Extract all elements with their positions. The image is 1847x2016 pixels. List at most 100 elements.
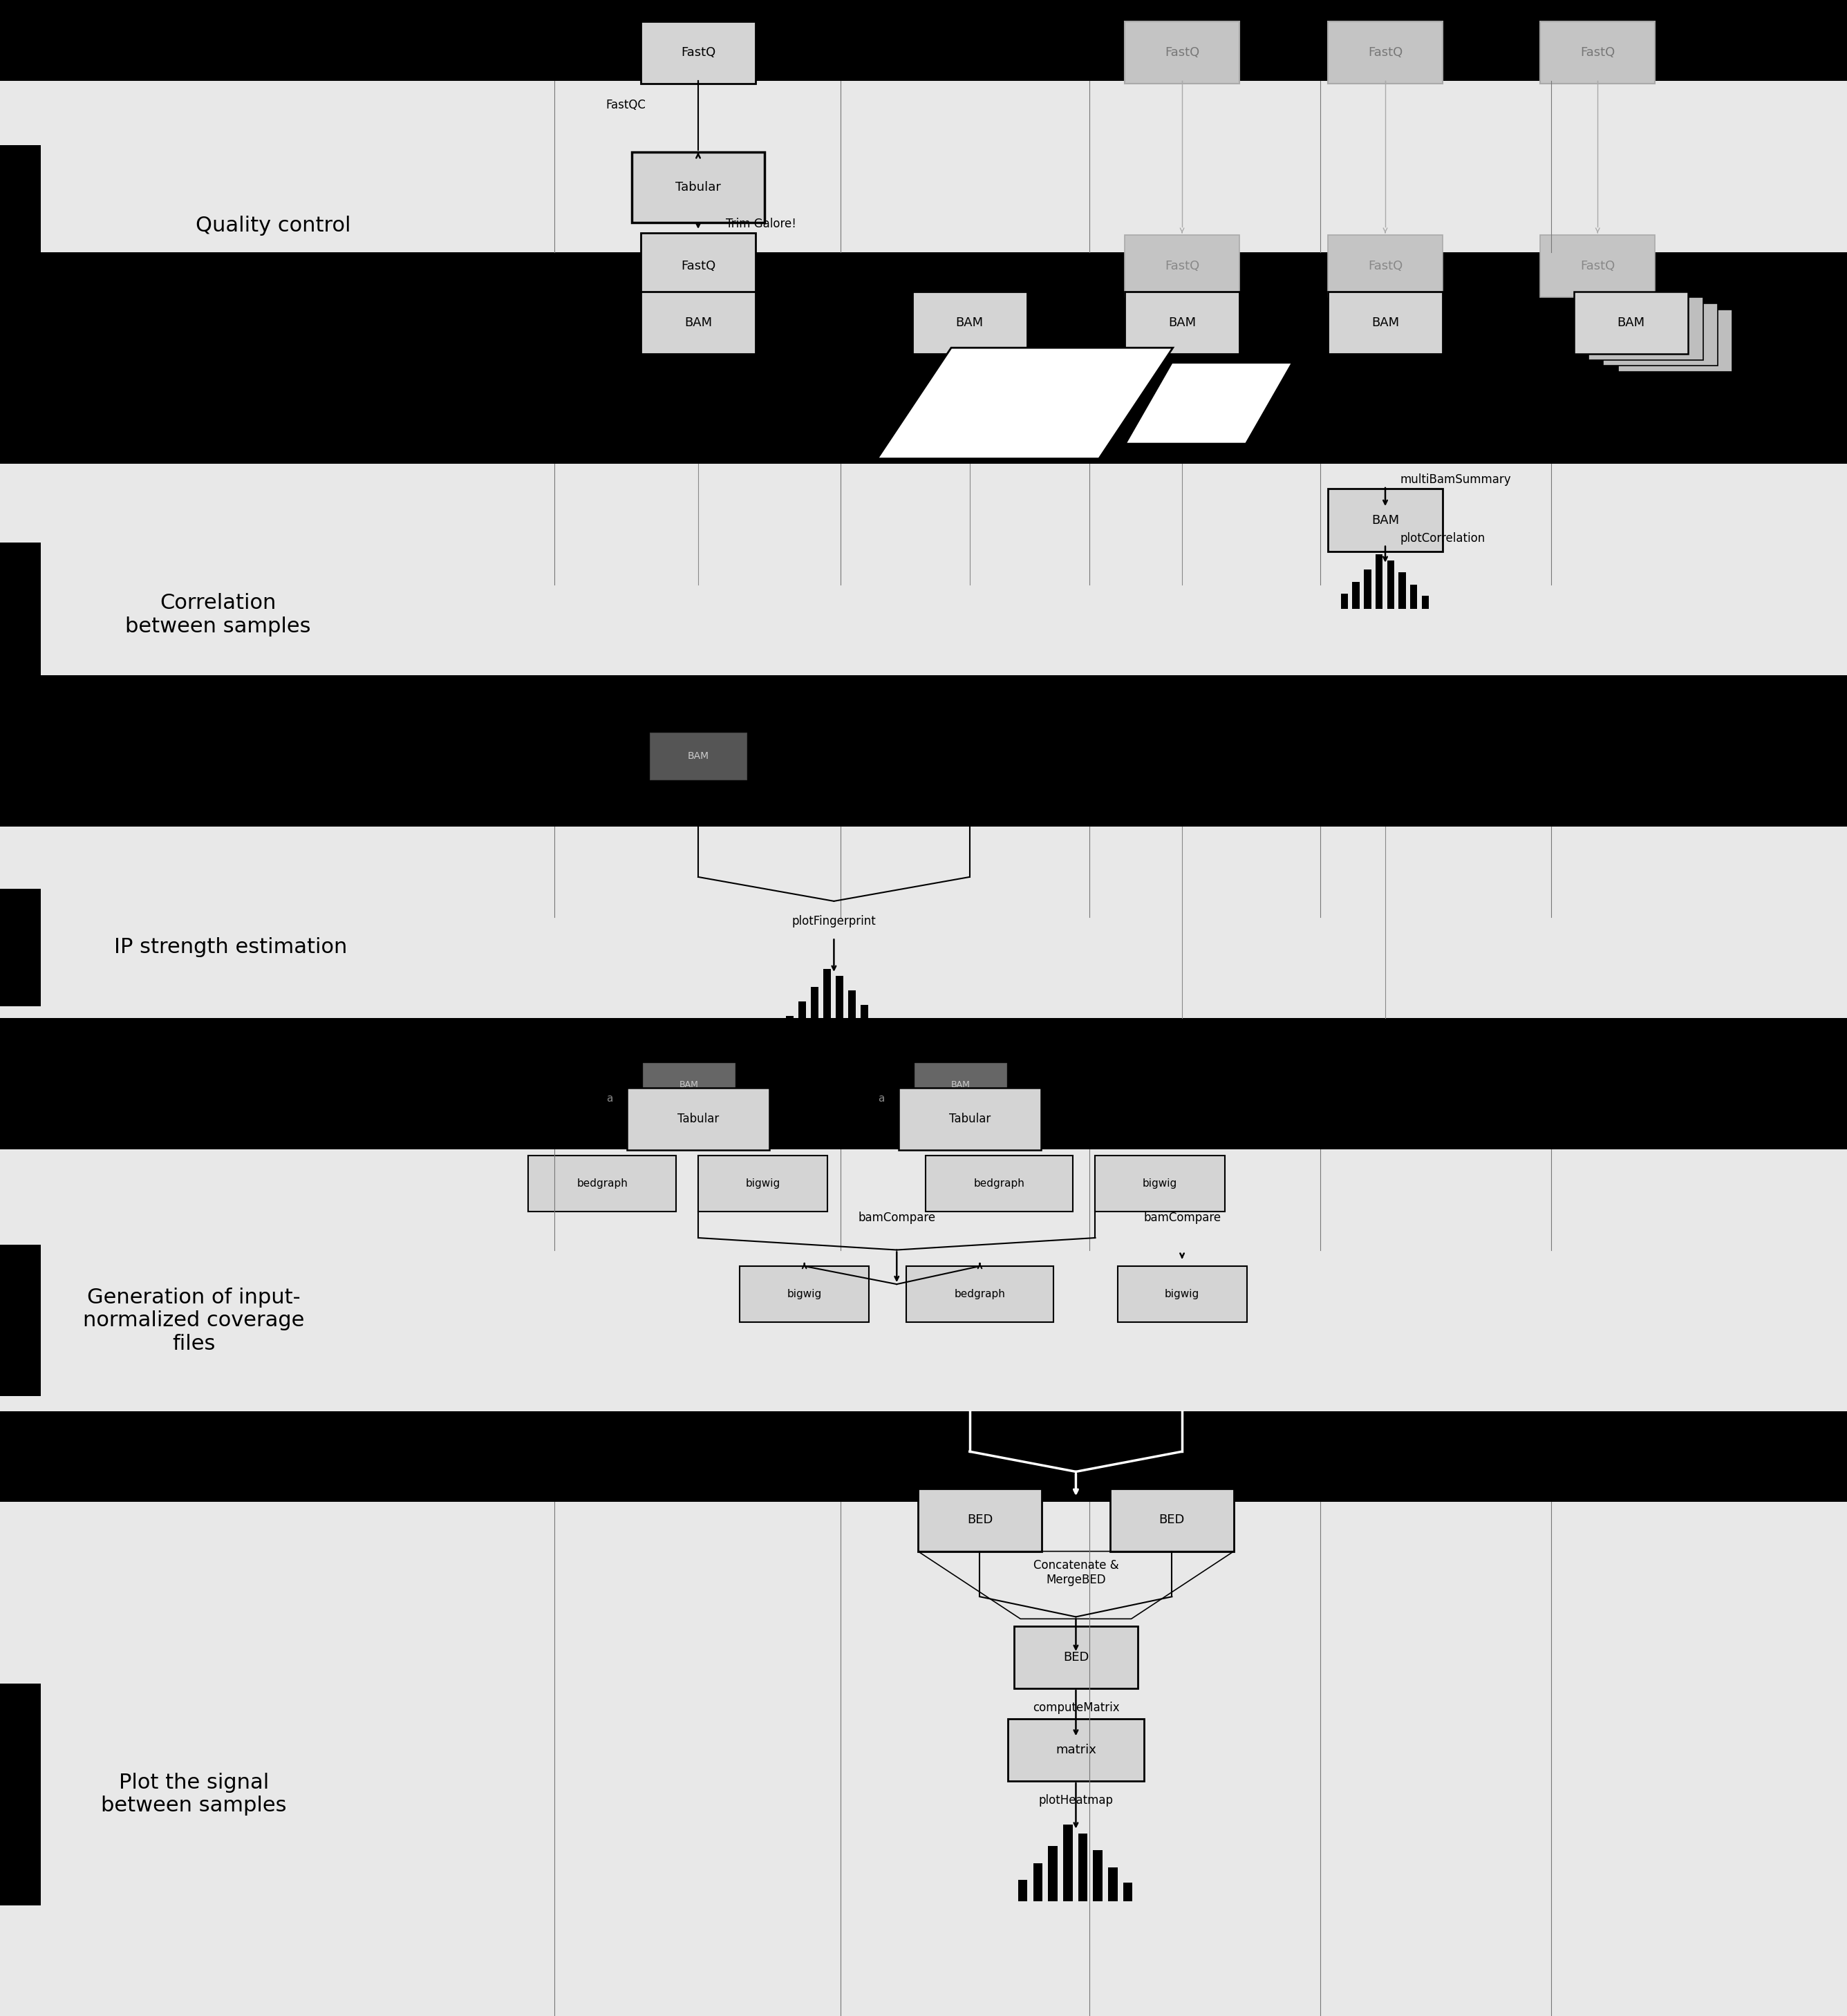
Text: plotFingerprint: plotFingerprint	[792, 915, 875, 927]
Text: BAM: BAM	[1616, 317, 1646, 329]
FancyBboxPatch shape	[1125, 20, 1239, 83]
Bar	[1341, 593, 1348, 609]
Bar	[1108, 1867, 1117, 1901]
Bar	[1422, 595, 1430, 609]
Bar	[811, 988, 818, 1034]
Bar	[798, 1002, 805, 1034]
FancyBboxPatch shape	[1014, 1625, 1138, 1689]
FancyBboxPatch shape	[641, 232, 755, 298]
Text: FastQ: FastQ	[682, 260, 715, 272]
Text: Tabular: Tabular	[676, 181, 720, 194]
FancyBboxPatch shape	[1540, 20, 1655, 83]
Text: bedgraph: bedgraph	[576, 1177, 628, 1189]
Bar	[787, 1016, 794, 1034]
Bar	[824, 970, 831, 1034]
Text: BAM: BAM	[955, 317, 984, 329]
FancyBboxPatch shape	[1574, 290, 1688, 355]
Text: Tabular: Tabular	[949, 1113, 990, 1125]
Text: Plot the signal
between samples: Plot the signal between samples	[102, 1772, 286, 1816]
Text: BAM: BAM	[680, 1081, 698, 1089]
FancyBboxPatch shape	[918, 1488, 1042, 1552]
FancyBboxPatch shape	[1117, 1266, 1247, 1322]
Bar	[1079, 1833, 1088, 1901]
Bar	[1398, 573, 1406, 609]
Text: computeMatrix: computeMatrix	[1032, 1702, 1119, 1714]
Text: BAM: BAM	[1167, 317, 1197, 329]
Text: bedgraph: bedgraph	[973, 1177, 1025, 1189]
FancyBboxPatch shape	[1618, 308, 1732, 371]
Text: Trim Galore!: Trim Galore!	[726, 218, 796, 230]
Text: FastQ: FastQ	[1369, 46, 1402, 58]
Text: Quality control: Quality control	[196, 216, 351, 236]
FancyBboxPatch shape	[898, 1087, 1042, 1149]
FancyBboxPatch shape	[1328, 234, 1443, 296]
Text: Correlation
between samples: Correlation between samples	[126, 593, 310, 637]
Bar	[1093, 1851, 1103, 1901]
Bar	[0, 1411, 1847, 1502]
FancyBboxPatch shape	[914, 1062, 1007, 1107]
Bar	[837, 976, 844, 1034]
FancyBboxPatch shape	[1125, 290, 1239, 355]
Text: BED: BED	[1064, 1651, 1088, 1663]
Text: BAM: BAM	[951, 1081, 970, 1089]
Text: bigwig: bigwig	[787, 1288, 822, 1300]
FancyBboxPatch shape	[1603, 302, 1718, 367]
Text: IP strength estimation: IP strength estimation	[115, 937, 347, 958]
Text: FastQ: FastQ	[1165, 46, 1199, 58]
Bar	[1018, 1879, 1027, 1901]
Text: multiBamSummary: multiBamSummary	[1400, 474, 1511, 486]
Bar	[1409, 585, 1417, 609]
Text: BED: BED	[968, 1514, 992, 1526]
Bar	[1123, 1883, 1132, 1901]
Bar	[0, 252, 1847, 464]
Text: FastQ: FastQ	[682, 46, 715, 58]
Text: BAM: BAM	[683, 317, 713, 329]
FancyBboxPatch shape	[907, 1266, 1053, 1322]
Text: FastQC: FastQC	[606, 99, 646, 111]
Text: a: a	[606, 1093, 613, 1105]
Bar	[1047, 1847, 1058, 1901]
FancyBboxPatch shape	[1540, 234, 1655, 296]
Text: bamCompare: bamCompare	[859, 1212, 935, 1224]
Bar	[0, 1018, 1847, 1149]
Text: FastQ: FastQ	[1369, 260, 1402, 272]
Text: plotCorrelation: plotCorrelation	[1400, 532, 1485, 544]
Bar	[1376, 554, 1383, 609]
Bar	[874, 1018, 881, 1034]
FancyBboxPatch shape	[632, 151, 765, 222]
FancyBboxPatch shape	[1328, 20, 1443, 83]
Text: FastQ: FastQ	[1165, 260, 1199, 272]
Text: Generation of input-
normalized coverage
files: Generation of input- normalized coverage…	[83, 1288, 305, 1353]
FancyBboxPatch shape	[1095, 1155, 1225, 1212]
Text: a: a	[877, 1093, 885, 1105]
Text: bamCompare: bamCompare	[1143, 1212, 1221, 1224]
Text: bigwig: bigwig	[746, 1177, 779, 1189]
Bar	[0, 145, 41, 306]
FancyBboxPatch shape	[1008, 1718, 1143, 1782]
Bar	[861, 1006, 868, 1034]
FancyBboxPatch shape	[1588, 296, 1703, 359]
Bar	[0, 889, 41, 1006]
FancyBboxPatch shape	[698, 1155, 827, 1212]
Bar	[0, 675, 1847, 827]
FancyBboxPatch shape	[1110, 1488, 1234, 1552]
Text: bigwig: bigwig	[1165, 1288, 1199, 1300]
Text: matrix: matrix	[1055, 1744, 1097, 1756]
FancyBboxPatch shape	[739, 1266, 870, 1322]
Bar	[1387, 560, 1394, 609]
FancyBboxPatch shape	[1125, 234, 1239, 296]
Polygon shape	[877, 347, 1173, 458]
FancyBboxPatch shape	[912, 290, 1027, 355]
Bar	[848, 990, 855, 1034]
Text: BAM: BAM	[687, 752, 709, 760]
Text: plotHeatmap: plotHeatmap	[1038, 1794, 1114, 1806]
Bar	[0, 1244, 41, 1395]
Text: bigwig: bigwig	[1143, 1177, 1177, 1189]
Bar	[1363, 571, 1370, 609]
Bar	[0, 0, 1847, 81]
FancyBboxPatch shape	[650, 732, 746, 780]
Text: BAM: BAM	[1370, 514, 1400, 526]
Text: Tabular: Tabular	[678, 1113, 718, 1125]
Text: BED: BED	[1160, 1514, 1184, 1526]
Polygon shape	[1125, 363, 1291, 444]
